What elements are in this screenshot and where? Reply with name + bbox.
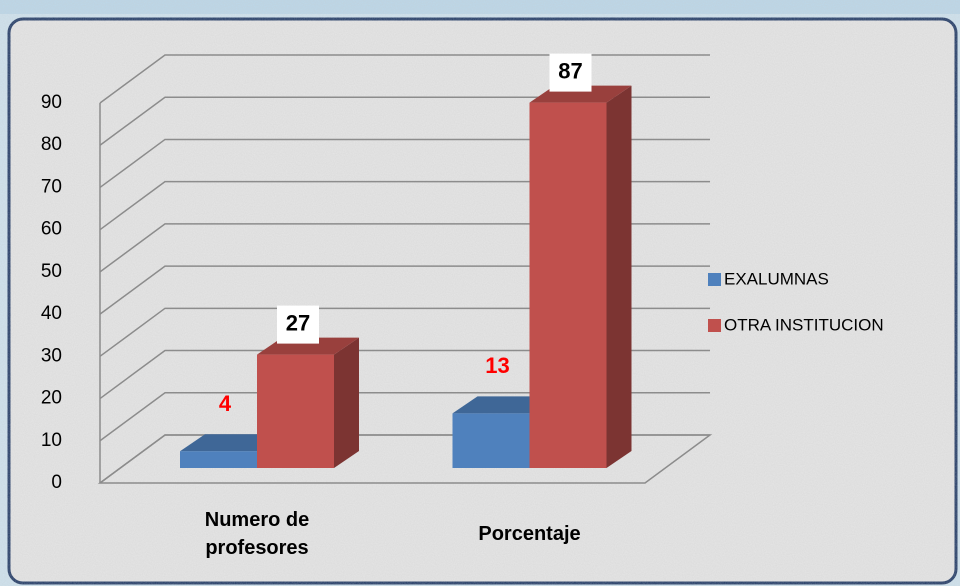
bar-side [334, 337, 359, 468]
data-label: 4 [219, 391, 232, 416]
grid-line [99, 54, 710, 104]
bar [180, 451, 257, 468]
grid-line [99, 392, 710, 442]
y-tick-label: 70 [41, 176, 62, 197]
top-bar [0, 0, 960, 14]
legend-label: EXALUMNAS [724, 269, 829, 288]
y-tick-label: 40 [41, 303, 62, 324]
data-label: 27 [286, 310, 310, 335]
grid-line [99, 223, 710, 273]
data-label-box [549, 53, 592, 92]
grid-line [99, 307, 710, 357]
y-tick-label: 50 [41, 261, 62, 282]
y-tick-label: 90 [41, 92, 62, 113]
data-label-box [277, 305, 319, 344]
texture [11, 21, 954, 581]
x-tick-label: Porcentaje [478, 523, 581, 545]
y-tick-label: 60 [41, 219, 62, 240]
y-tick-label: 20 [41, 388, 62, 409]
y-tick-label: 80 [41, 134, 62, 155]
bar [452, 413, 530, 468]
bar [529, 102, 607, 468]
grid-line [99, 180, 710, 231]
data-label: 13 [485, 353, 509, 378]
x-tick-label: Numero de profesores [204, 509, 310, 559]
data-label: 87 [558, 58, 582, 83]
grid-line [99, 96, 710, 146]
bar-side [606, 85, 632, 468]
y-tick-label: 30 [41, 345, 62, 366]
grid-line [99, 349, 710, 400]
y-tick-label: 0 [51, 472, 62, 493]
bar [257, 354, 334, 468]
grid-line [99, 138, 710, 189]
y-tick-label: 10 [41, 430, 62, 451]
legend-swatch [708, 273, 721, 286]
bar-top [452, 396, 555, 414]
legend-label: OTRA INSTITUCION [724, 315, 884, 334]
bar-top [180, 434, 282, 452]
legend-swatch [708, 319, 721, 332]
grid-line [99, 265, 710, 315]
